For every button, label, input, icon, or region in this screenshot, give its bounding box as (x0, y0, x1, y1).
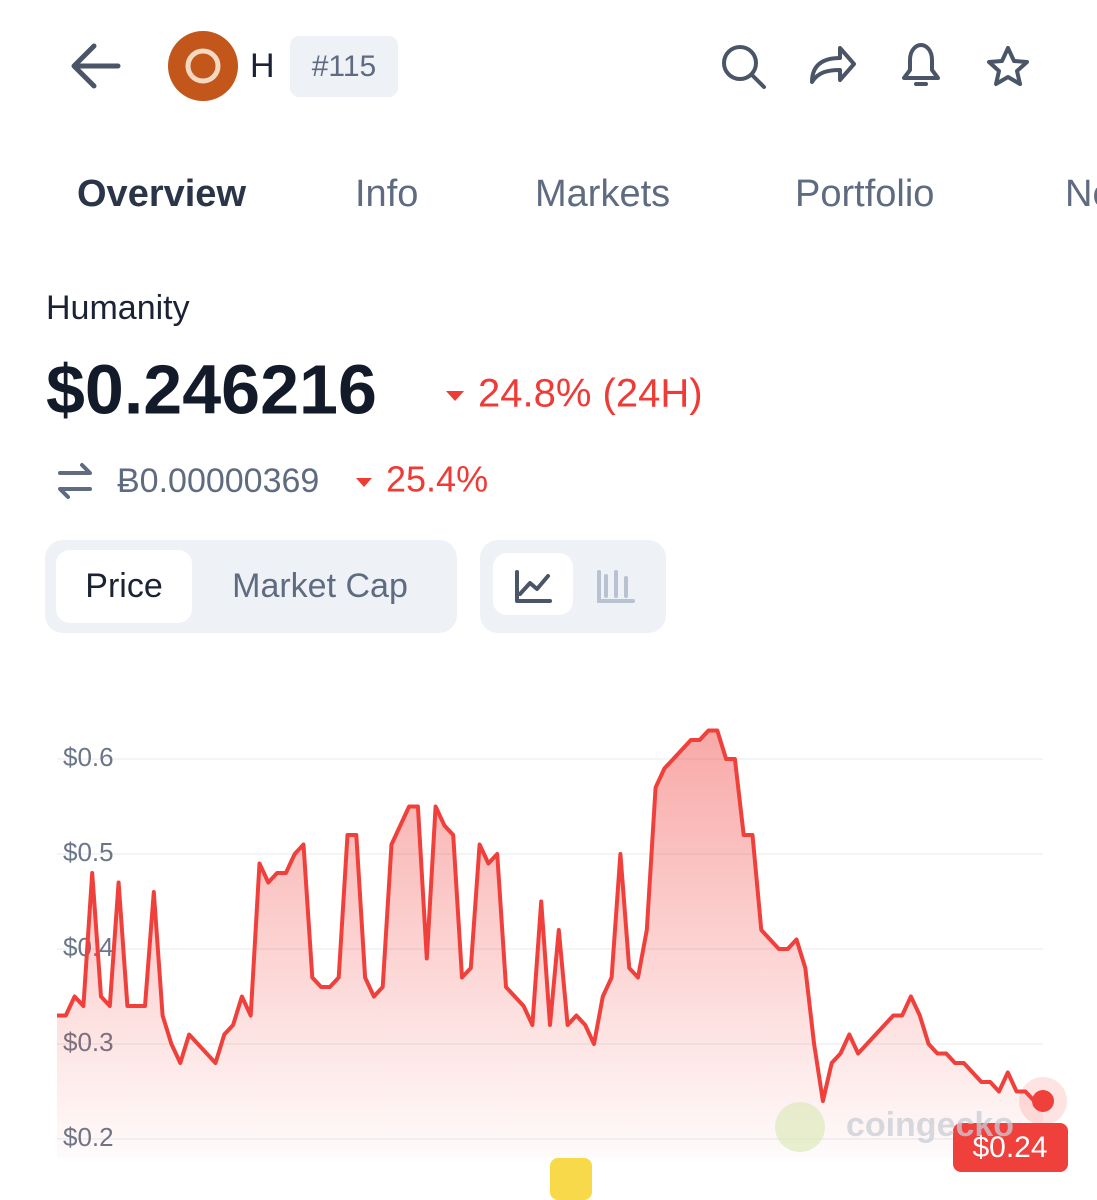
back-button[interactable] (71, 43, 121, 89)
watermark-logo (775, 1102, 825, 1152)
tab[interactable]: Portfolio (795, 173, 934, 215)
star-icon[interactable] (987, 46, 1029, 86)
line-chart-icon[interactable] (515, 570, 552, 603)
tab[interactable]: News (1065, 173, 1097, 215)
bell-icon[interactable] (902, 43, 940, 86)
toggle[interactable]: Market Cap (232, 567, 408, 605)
y-tick-label: $0.6 (63, 742, 114, 772)
price-chart: $0.2$0.3$0.4$0.5$0.6$0.24 (57, 728, 1068, 1172)
last-label: $0.24 (972, 1131, 1047, 1164)
coin-name: Humanity (46, 289, 190, 327)
rank-text: #115 (312, 50, 377, 83)
y-tick-label: $0.5 (63, 837, 114, 867)
tab[interactable]: Markets (535, 173, 670, 215)
last-label-bg (953, 1123, 1068, 1172)
last-point (1032, 1090, 1054, 1112)
btc-change: 25.4% (386, 459, 488, 500)
price-line (57, 728, 1043, 1103)
tab[interactable]: Info (355, 173, 418, 215)
rank-badge (290, 36, 398, 97)
tab[interactable]: Overview (77, 173, 246, 215)
toggle[interactable]: Price (85, 567, 162, 605)
search-icon[interactable] (722, 45, 766, 89)
swap-icon (58, 463, 92, 499)
price: $0.246216 (46, 350, 377, 428)
down-arrow (446, 391, 464, 401)
candle-icon[interactable] (597, 570, 635, 603)
area (57, 730, 1043, 1158)
coin-symbol: H (250, 47, 275, 85)
bottom-badge[interactable] (550, 1158, 592, 1200)
watermark: coingecko (846, 1106, 1014, 1144)
toggle-active (56, 550, 192, 623)
down-arrow (356, 478, 372, 487)
share-icon[interactable] (810, 46, 856, 84)
btc-price: Ƀ0.00000369 (117, 462, 319, 500)
coin-logo (168, 31, 238, 101)
coin-logo-mark (185, 48, 221, 84)
change-24h: 24.8% (24H) (478, 372, 703, 416)
